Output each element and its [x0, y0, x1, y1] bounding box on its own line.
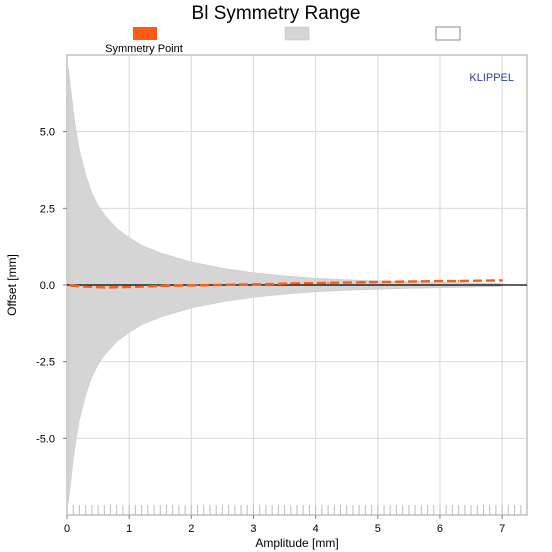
x-tick-label-6: 6 [437, 523, 443, 535]
legend-swatch-symmetry-point [133, 27, 157, 40]
series-points [69, 279, 504, 289]
y-axis-label: Offset [mm] [5, 254, 19, 316]
y-tick-label-2: 0.0 [40, 280, 55, 292]
series-point-7 [196, 284, 199, 287]
x-tick-label-3: 3 [250, 523, 256, 535]
legend-label-symmetry-point: Symmetry Point [105, 43, 183, 55]
series-point-15 [345, 281, 348, 284]
x-tick-label-5: 5 [375, 523, 381, 535]
legend-swatch-range [284, 26, 310, 41]
series-point-5 [159, 285, 162, 287]
legend: Symmetry Point [105, 26, 461, 55]
series-line-symmetry-point [70, 279, 503, 289]
series-point-11 [271, 283, 274, 285]
y-axis-ticks: 5.0 2.5 0.0 -2.5 -5.0 [36, 127, 67, 445]
series-point-17 [383, 281, 385, 283]
series-point-13 [308, 282, 311, 285]
series-point-10 [252, 283, 255, 286]
series-point-19 [420, 280, 423, 283]
series-point-1 [84, 285, 87, 288]
series-point-4 [140, 285, 143, 288]
minor-ticks [72, 505, 522, 515]
series-point-3 [122, 286, 124, 289]
chart-title: Bl Symmetry Range [192, 3, 361, 24]
series-point-9 [233, 283, 236, 286]
series-point-2 [103, 286, 106, 289]
x-tick-label-1: 1 [126, 523, 132, 535]
series-point-20 [439, 280, 441, 282]
series-point-16 [364, 281, 367, 284]
legend-swatch-reference [435, 26, 461, 41]
series-point-22 [476, 279, 479, 282]
series-point-21 [457, 280, 460, 282]
series-point-6 [177, 284, 180, 287]
x-tick-label-2: 2 [188, 523, 194, 535]
series-point-23 [501, 279, 504, 282]
series-point-8 [215, 284, 218, 286]
brand-label: KLIPPEL [469, 72, 514, 84]
x-axis-ticks: 0 1 2 3 4 5 6 7 [64, 515, 505, 535]
y-tick-label-1: 2.5 [40, 203, 55, 215]
series-point-14 [327, 281, 329, 284]
y-tick-label-3: -2.5 [36, 357, 55, 369]
y-tick-label-0: 5.0 [40, 127, 55, 139]
x-tick-label-4: 4 [313, 523, 319, 535]
y-tick-label-4: -5.0 [36, 433, 55, 445]
x-axis-label: Amplitude [mm] [255, 536, 338, 550]
x-tick-label-7: 7 [499, 523, 505, 535]
series-point-0 [69, 284, 72, 287]
series-point-12 [289, 282, 292, 285]
series-point-18 [401, 280, 404, 283]
x-tick-label-0: 0 [64, 523, 70, 535]
